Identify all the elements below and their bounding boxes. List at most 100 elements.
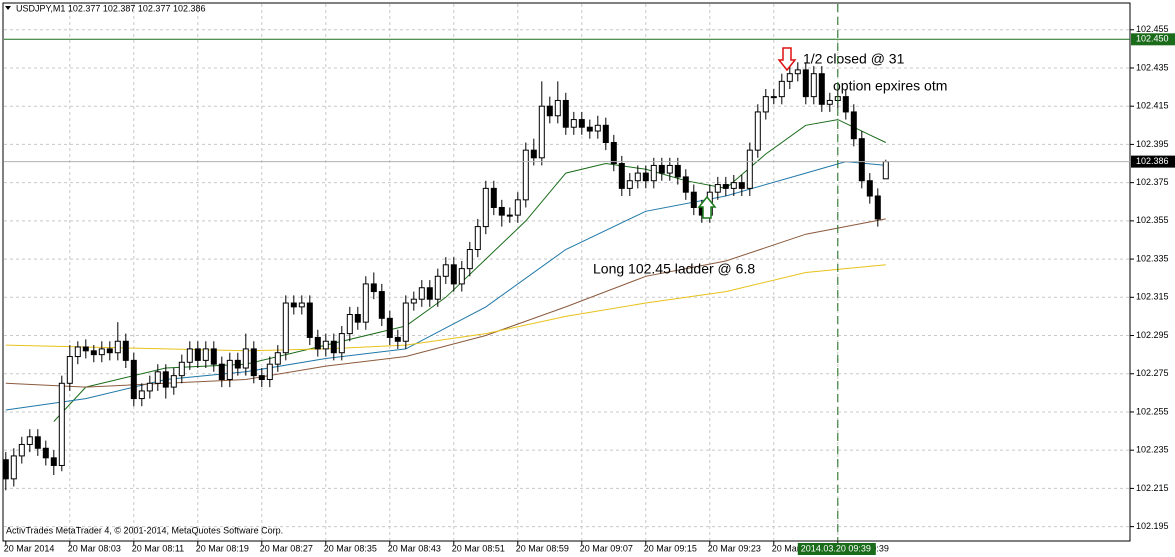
candle-body xyxy=(114,340,121,354)
candle-body xyxy=(594,124,601,132)
annotation: Long 102.45 ladder @ 6.8 xyxy=(593,261,755,277)
candle-body xyxy=(106,348,113,354)
y-tick-label: 102.415 xyxy=(1136,101,1169,111)
x-tick-label: 20 Mar 08:35 xyxy=(324,543,377,553)
candle-body xyxy=(522,149,529,201)
candle-body xyxy=(266,363,273,380)
candle-body xyxy=(738,182,745,189)
x-tick-label: 20 Mar 09:15 xyxy=(644,543,697,553)
candle-body xyxy=(98,348,105,356)
candle-body xyxy=(426,287,433,300)
candle-body xyxy=(282,302,289,354)
candle-body xyxy=(394,336,401,342)
candle-body xyxy=(498,206,505,216)
candle-body xyxy=(850,111,857,140)
y-tick-label: 102.395 xyxy=(1136,139,1169,149)
candle-body xyxy=(570,119,577,128)
candle-body xyxy=(874,195,881,220)
candle-body xyxy=(330,340,337,354)
candle-body xyxy=(378,291,385,319)
buy-arrow xyxy=(697,195,717,219)
candle-body xyxy=(186,348,193,363)
y-tick-label: 102.235 xyxy=(1136,445,1169,455)
candle-body xyxy=(402,302,409,342)
candle-body xyxy=(658,164,665,174)
candle-body xyxy=(346,313,353,335)
candle-body xyxy=(162,371,169,388)
candle-body xyxy=(634,172,641,182)
candle-body xyxy=(618,163,625,189)
candle-body xyxy=(730,182,737,189)
candle-body xyxy=(314,336,321,350)
candle-body xyxy=(602,124,609,144)
candle-body xyxy=(10,455,17,480)
candle-body xyxy=(546,105,553,117)
candle-body xyxy=(866,180,873,197)
candle-body xyxy=(42,447,49,459)
candle-body xyxy=(90,350,97,356)
candle-body xyxy=(818,73,825,105)
x-tick-label: 20 Mar 08:19 xyxy=(196,543,249,553)
candle-body xyxy=(794,69,801,75)
candle-body xyxy=(66,356,73,384)
current-price-box xyxy=(1131,155,1175,168)
candle-body xyxy=(666,164,673,174)
candle-body xyxy=(466,249,473,270)
candle-body xyxy=(450,264,457,285)
candle-body xyxy=(482,187,489,228)
candle-body xyxy=(26,436,33,445)
candle-body xyxy=(34,436,41,449)
y-tick-label: 102.215 xyxy=(1136,483,1169,493)
candle-body xyxy=(786,73,793,82)
y-tick-label: 102.375 xyxy=(1136,177,1169,187)
candle-body xyxy=(338,333,345,354)
candle-body xyxy=(210,348,217,365)
candle-body xyxy=(130,359,137,400)
candle-body xyxy=(882,161,889,180)
candle-body xyxy=(50,457,57,466)
candle-body xyxy=(354,313,361,323)
candle-body xyxy=(474,226,481,251)
candle-body xyxy=(562,99,569,128)
x-tick-label: 20 Mar 08:43 xyxy=(388,543,441,553)
candle-body xyxy=(458,268,465,285)
candle-body xyxy=(418,287,425,300)
candle-body xyxy=(746,149,753,189)
candle-body xyxy=(362,283,369,323)
candle-body xyxy=(202,348,209,361)
cursor-label: 2014.03.20 09:39 xyxy=(801,543,871,553)
candle-body xyxy=(250,348,257,377)
candle-body xyxy=(2,459,9,480)
chart-title: USDJPY,M1 102.377 102.387 102.377 102.38… xyxy=(16,3,205,13)
annotation: option epxires otm xyxy=(833,78,947,94)
x-tick-label: 20 Mar 09:23 xyxy=(708,543,761,553)
footer: ActivTrades MetaTrader 4, © 2001-2014, M… xyxy=(6,525,283,535)
candle-body xyxy=(714,184,721,193)
plot-frame xyxy=(2,2,1131,542)
y-tick-label: 102.195 xyxy=(1136,521,1169,531)
current-price-label: 102.386 xyxy=(1136,156,1169,166)
candle-body xyxy=(258,375,265,380)
x-tick-label: 20 Mar 2014 xyxy=(4,543,55,553)
candle-body xyxy=(770,96,777,99)
candle-body xyxy=(530,149,537,159)
y-tick-label: 102.355 xyxy=(1136,215,1169,225)
candle-body xyxy=(826,99,833,105)
menu-triangle xyxy=(5,6,11,10)
candle-body xyxy=(290,302,297,308)
candle-body xyxy=(538,105,545,159)
candle-body xyxy=(858,138,865,182)
candle-body xyxy=(802,69,809,98)
candle-body xyxy=(234,359,241,369)
candle-body xyxy=(194,348,201,361)
x-tick-label: 20 Mar 08:03 xyxy=(68,543,121,553)
candle-body xyxy=(442,264,449,277)
candle-body xyxy=(554,99,561,117)
candle-body xyxy=(306,302,313,338)
candle-body xyxy=(650,164,657,182)
candle-body xyxy=(18,443,25,457)
candle-body xyxy=(58,382,65,466)
x-tick-label: 20 Mar 08:27 xyxy=(260,543,313,553)
candle-body xyxy=(122,340,129,361)
moving-average xyxy=(5,264,886,352)
